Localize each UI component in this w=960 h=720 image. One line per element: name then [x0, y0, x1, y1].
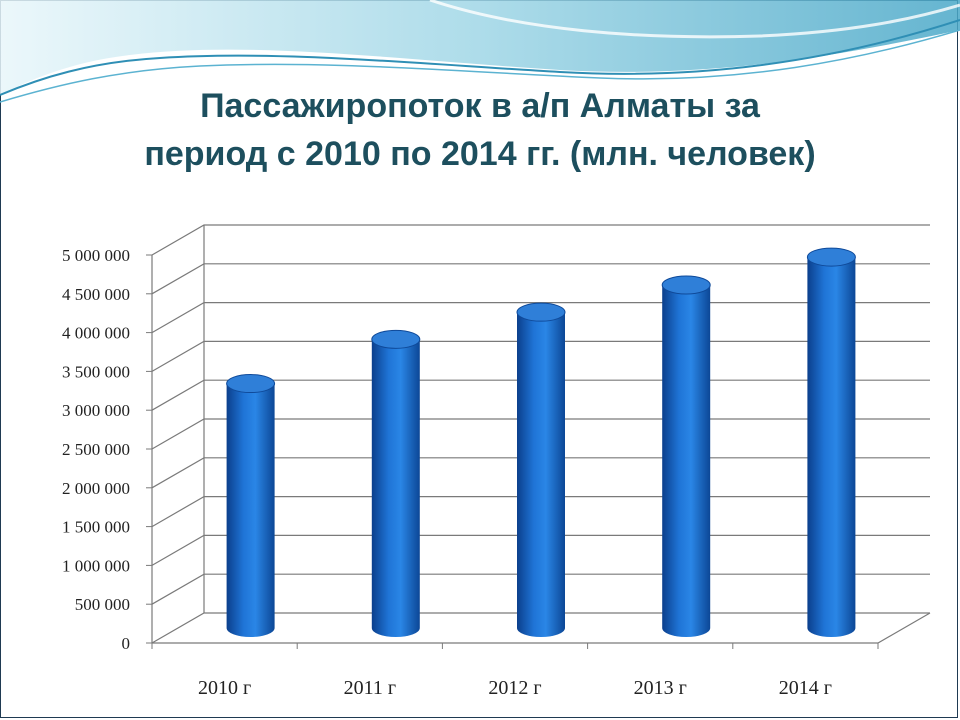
bar-body	[662, 285, 711, 637]
x-tick-label: 2014 г	[779, 677, 832, 699]
x-tick-label: 2011 г	[344, 677, 396, 699]
bar-body	[371, 339, 420, 637]
bar-body	[226, 383, 275, 637]
y-tick-label: 2 500 000	[62, 440, 130, 459]
slide-title: Пассажиропоток в а/п Алматы за период с …	[40, 82, 920, 178]
y-tick-label: 5 000 000	[62, 246, 130, 265]
y-tick-label: 4 000 000	[62, 324, 130, 343]
y-tick-label: 4 500 000	[62, 285, 130, 304]
x-tick-label: 2012 г	[488, 677, 541, 699]
y-tick-label: 3 000 000	[62, 401, 130, 420]
bar-top	[806, 247, 856, 267]
bar	[226, 374, 276, 637]
bar-top	[516, 302, 566, 322]
slide-title-line1: Пассажиропоток в а/п Алматы за	[200, 87, 760, 125]
bar	[806, 247, 856, 637]
bar	[371, 329, 421, 637]
gridline	[151, 263, 930, 295]
y-tick-label: 0	[122, 634, 131, 653]
bar-top	[226, 374, 276, 394]
y-tick-label: 2 000 000	[62, 479, 130, 498]
wave-decoration	[0, 0, 960, 103]
bar	[661, 275, 711, 637]
bar	[516, 302, 566, 637]
y-tick-label: 1 500 000	[62, 518, 130, 537]
x-tick-label: 2013 г	[634, 677, 687, 699]
bar-body	[517, 312, 565, 637]
bar-top	[371, 329, 421, 349]
x-tick-label: 2010 г	[198, 677, 251, 699]
bar-body	[807, 257, 856, 637]
y-tick-label: 3 500 000	[62, 362, 130, 381]
y-tick-label: 500 000	[75, 595, 130, 614]
slide-title-line2: период с 2010 по 2014 гг. (млн. человек)	[144, 135, 816, 173]
y-tick-label: 1 000 000	[62, 556, 130, 575]
gridline	[151, 224, 930, 256]
bar-top	[661, 275, 711, 295]
